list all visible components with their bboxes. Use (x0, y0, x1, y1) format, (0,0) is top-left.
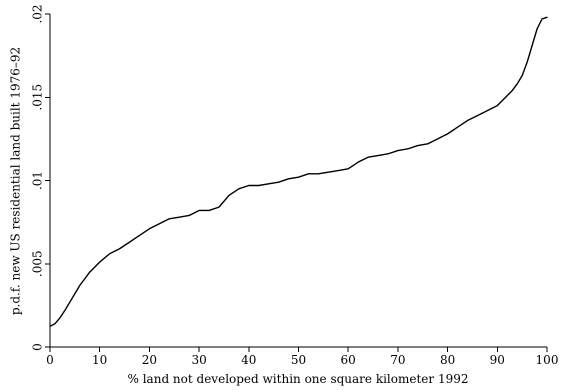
series-line (49, 16, 548, 327)
x-tick-label: 0 (46, 353, 54, 367)
y-axis-label: p.d.f. new US residential land built 197… (9, 47, 23, 315)
y-tick-label: .02 (31, 4, 45, 23)
x-tick-label: 70 (390, 353, 405, 367)
x-tick-label: 10 (92, 353, 107, 367)
x-tick-label: 80 (440, 353, 455, 367)
x-tick-label: 90 (490, 353, 505, 367)
y-tick-label: .01 (31, 171, 45, 190)
y-tick-label: .015 (31, 84, 45, 111)
y-tick-label: 0 (31, 343, 45, 351)
x-ticks: 0 10 20 30 40 50 60 70 80 90 100 (46, 347, 558, 367)
x-tick-label: 20 (142, 353, 157, 367)
x-tick-label: 40 (241, 353, 256, 367)
y-tick-label: .005 (31, 250, 45, 277)
y-ticks: 0 .005 .01 .015 .02 (31, 4, 50, 351)
x-tick-label: 60 (341, 353, 356, 367)
x-tick-label: 100 (536, 353, 559, 367)
x-tick-label: 50 (291, 353, 306, 367)
x-tick-label: 30 (191, 353, 206, 367)
x-axis-label: % land not developed within one square k… (128, 372, 469, 386)
